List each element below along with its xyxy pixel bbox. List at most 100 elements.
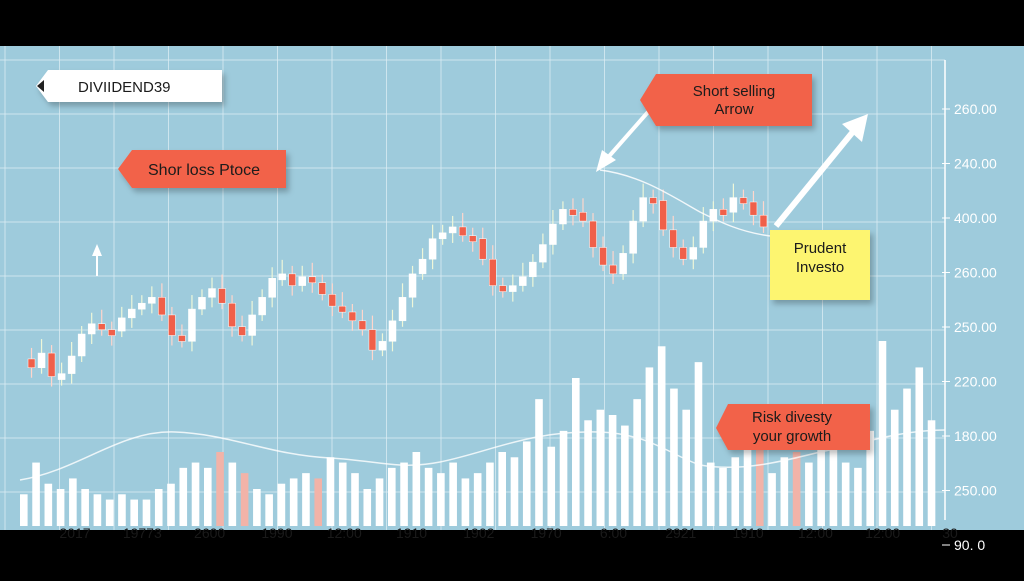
candle-body (398, 297, 407, 322)
volume-bar (780, 457, 789, 526)
candle-body (318, 282, 327, 295)
volume-bar (20, 494, 28, 526)
candle-body (198, 297, 206, 310)
volume-bar (253, 489, 261, 526)
candle-body (478, 238, 487, 260)
candle-body (87, 323, 96, 335)
volume-bar (240, 473, 249, 526)
volume-bar (522, 441, 531, 526)
prudent-line2: Investo (796, 259, 844, 276)
y-tick-label: 250.00 (954, 319, 997, 335)
up-arrow-icon (92, 244, 102, 276)
volume-bar (805, 462, 813, 526)
short-arrow-icon (596, 110, 650, 172)
candle-body (519, 276, 527, 286)
y-tick-label: 260.00 (954, 101, 997, 117)
volume-bar (719, 467, 727, 526)
candle-body (278, 273, 286, 281)
volume-bar (204, 467, 212, 526)
volume-bar (302, 473, 310, 526)
volume-bar (792, 452, 801, 526)
x-tick-label: 30 (942, 525, 958, 541)
candle-body (47, 352, 56, 377)
candle-body (208, 288, 216, 298)
volume-bar (878, 341, 887, 526)
candle-body (448, 226, 457, 234)
volume-bar (375, 478, 384, 526)
candle-body (27, 358, 36, 368)
candle-body (358, 320, 367, 330)
candle-body (719, 209, 728, 216)
candle-body (599, 247, 607, 266)
risk-line1: Risk divesty (752, 409, 833, 426)
candle-body (248, 314, 256, 336)
candle-body (368, 329, 377, 351)
volume-bar (633, 399, 641, 526)
volume-bar (179, 467, 188, 526)
candle-body (408, 273, 417, 298)
candle-body (148, 297, 156, 304)
candle-body (709, 209, 718, 222)
x-tick-label: 12:00 (798, 525, 833, 541)
volume-bar (81, 489, 89, 526)
x-tick-label: 2600 (194, 525, 225, 541)
candle-body (669, 229, 677, 248)
candle-body (569, 209, 577, 216)
volume-bars (20, 341, 936, 526)
volume-bar (473, 473, 482, 526)
volume-bar (105, 499, 114, 526)
candle-body (579, 212, 587, 222)
candle-body (298, 276, 306, 286)
ticker-text: DIVIIDEND39 (78, 79, 171, 96)
candle-body (759, 214, 768, 228)
volume-bar (743, 446, 752, 526)
candle-body (57, 373, 66, 380)
volume-bar (142, 499, 151, 526)
volume-bar (535, 399, 543, 526)
candle-body (77, 333, 86, 357)
candle-body (539, 244, 547, 263)
volume-bar (167, 483, 175, 526)
volume-bar (338, 462, 347, 526)
volume-bar (56, 489, 65, 526)
volume-bar (559, 430, 568, 526)
volume-bar (32, 462, 40, 526)
y-tick-label: 400.00 (954, 210, 997, 226)
volume-bar (314, 478, 323, 526)
volume-bar (154, 489, 163, 526)
stop-loss-callout: Shor loss Ptoce (118, 150, 286, 188)
volume-bar (93, 494, 102, 526)
volume-bar (903, 388, 911, 526)
candle-body (629, 220, 637, 254)
x-tick-label: 1910 (732, 525, 763, 541)
volume-bar (866, 430, 875, 526)
candle-body (468, 235, 477, 242)
ticker-label: DIVIIDEND39 (36, 70, 222, 102)
volume-bar (670, 388, 678, 526)
candle-body (428, 238, 437, 260)
candle-body (128, 308, 136, 319)
volume-bar (351, 473, 359, 526)
candle-body (649, 197, 657, 204)
candle-body (338, 305, 347, 313)
volume-bar (706, 462, 715, 526)
volume-bar (486, 462, 494, 526)
candle-body (228, 302, 236, 327)
candle-body (589, 220, 597, 248)
candle-body (97, 323, 106, 330)
moving-average-line (19, 429, 946, 481)
candle-body (188, 308, 196, 342)
x-tick-label: 6:00 (600, 525, 627, 541)
candle-body (378, 341, 387, 351)
volume-bar (682, 409, 691, 526)
volume-bar (118, 494, 126, 526)
prudent-investor-note: Prudent Investo (770, 230, 870, 300)
candle-body (288, 273, 296, 286)
short-selling-line2: Arrow (714, 101, 753, 118)
upper-band-line (599, 169, 771, 237)
volume-bar (657, 346, 666, 526)
volume-bar (768, 473, 776, 526)
volume-bar (326, 457, 335, 526)
short-selling-callout: Short selling Arrow (640, 74, 812, 126)
